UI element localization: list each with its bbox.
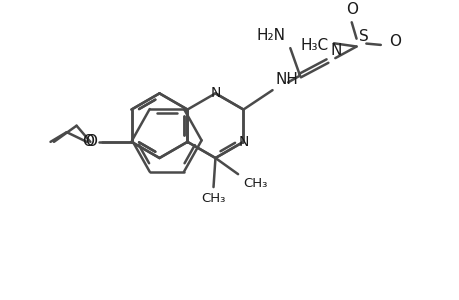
Text: N: N [210,86,220,100]
Text: N: N [330,43,341,58]
Text: NH: NH [275,72,298,87]
Text: H₂N: H₂N [256,28,285,43]
Text: O: O [345,2,357,17]
Text: O: O [85,134,97,149]
Text: S: S [359,28,369,44]
Text: CH₃: CH₃ [242,177,267,190]
Text: O: O [388,34,400,50]
Text: CH₃: CH₃ [201,192,225,205]
Text: H₃C: H₃C [300,38,328,53]
Text: O: O [83,134,95,149]
Text: N: N [238,135,248,149]
